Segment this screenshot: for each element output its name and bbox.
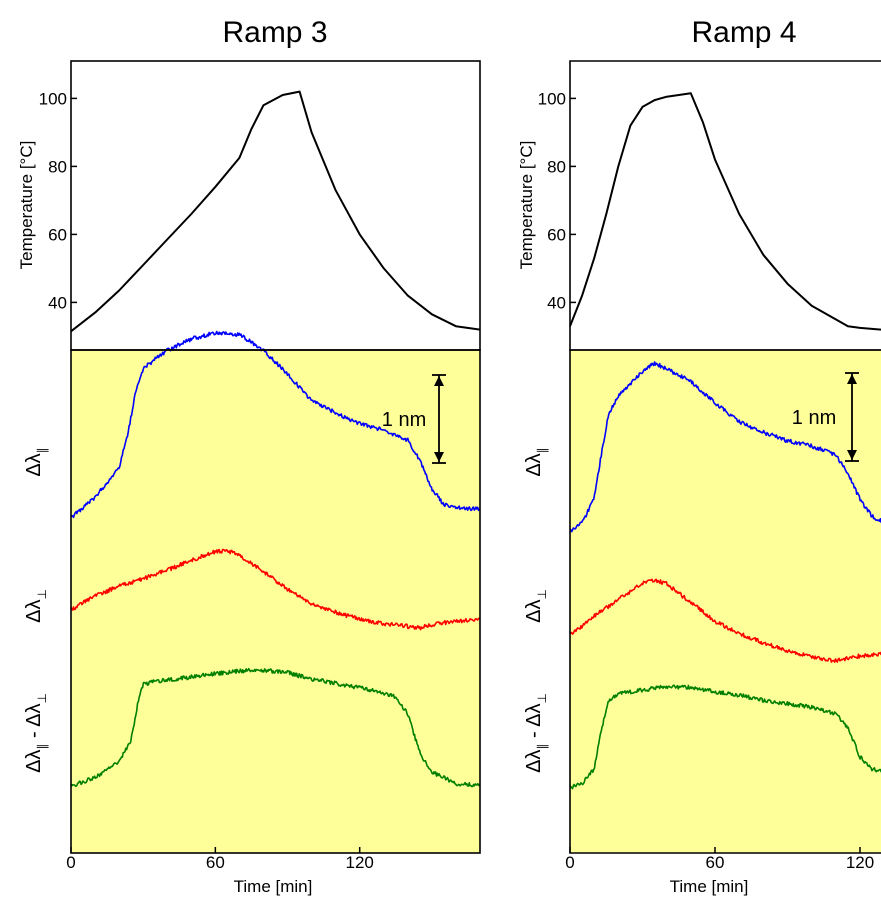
- ramp-3-x-tick-label-0: 0: [66, 853, 75, 872]
- ramp-3-series-par: [70, 330, 481, 519]
- ramp-4-series-par-perp: [569, 684, 881, 790]
- ramp-4-temperature-tick-label-40: 40: [547, 293, 566, 312]
- ramp-4-series-label-perpendicular: Δλ⊥: [523, 589, 549, 623]
- ramp-4-temperature-frame: [569, 60, 881, 351]
- ramp-4-temperature-axis-label: Temperature [°C]: [517, 141, 536, 270]
- ramp-4-series-par: [569, 361, 881, 533]
- ramp-4-title: Ramp 4: [691, 16, 796, 49]
- ramp-3-figure: Ramp 3 40 60 80 100 0 60 120 Temperature [°C]…: [17, 16, 481, 896]
- ramp-3-series-label-difference: Δλ∥ - Δλ⊥: [23, 693, 49, 773]
- ramp-4-scale-bar: [845, 372, 859, 462]
- ramp-4-x-axis-label: Time [min]: [670, 877, 749, 896]
- ramp-3-temperature-tick-label-80: 80: [48, 157, 67, 176]
- ramp-4-shift-frame: [569, 349, 881, 854]
- ramp-4-x-tick-label-60: 60: [706, 853, 725, 872]
- ramp-3-scale-bar-label: 1 nm: [382, 409, 426, 431]
- ramp-3-x-tick-label-120: 120: [346, 853, 374, 872]
- ramp-3-shift-frame: [70, 349, 481, 854]
- ramp-3-series-perp: [70, 548, 480, 631]
- ramp-4-x-tick-label-0: 0: [565, 853, 574, 872]
- ramp-4-x-tick-label-120: 120: [846, 853, 874, 872]
- ramp-3-temperature-axis-label: Temperature [°C]: [17, 141, 36, 270]
- ramp-4-temperature-tick-label-60: 60: [547, 225, 566, 244]
- ramp-3-shift-panel-background: [71, 350, 480, 853]
- ramp-4-temperature-tick-label-80: 80: [547, 157, 566, 176]
- ramp-3-temperature-tick-label-100: 100: [39, 89, 67, 108]
- ramp-3-title: Ramp 3: [222, 16, 327, 49]
- ramp-4-shift-plot: 0 60 120: [565, 361, 881, 872]
- ramp-4-temperature-plot: 40 60 80 100: [538, 89, 881, 331]
- ramp-4-series-perp: [570, 578, 881, 663]
- ramp-4-series-label-difference: Δλ∥ - Δλ⊥: [523, 693, 549, 773]
- ramp-3-series-label-perpendicular: Δλ⊥: [23, 589, 49, 623]
- ramp-3-temperature-tick-label-40: 40: [48, 293, 67, 312]
- ramp-4-series-label-parallel: Δλ∥: [523, 447, 549, 476]
- ramp-4-temperature-line: [569, 92, 881, 331]
- ramp-3-temperature-frame: [70, 60, 481, 351]
- ramp-3-shift-plot: 0 60 120: [66, 330, 481, 872]
- ramp-3-temperature-plot: 40 60 80 100: [39, 89, 481, 333]
- ramp-3-scale-bar: [432, 374, 446, 464]
- ramp-3-series-par-perp: [70, 667, 481, 788]
- ramp-4-temperature-tick-label-100: 100: [538, 89, 566, 108]
- ramp-3-temperature-tick-label-60: 60: [48, 225, 67, 244]
- ramp-4-scale-bar-label: 1 nm: [792, 407, 836, 429]
- ramp-3-x-tick-label-60: 60: [206, 853, 225, 872]
- ramp-4-figure: Ramp 4 40 60 80 100 0 60 120 Temperature [°C]…: [517, 16, 881, 896]
- ramp-3-series-label-parallel: Δλ∥: [23, 447, 49, 476]
- ramp-3-x-axis-label: Time [min]: [234, 877, 313, 896]
- ramp-3-temperature-line: [70, 90, 481, 333]
- ramp-4-shift-panel-background: [570, 350, 881, 853]
